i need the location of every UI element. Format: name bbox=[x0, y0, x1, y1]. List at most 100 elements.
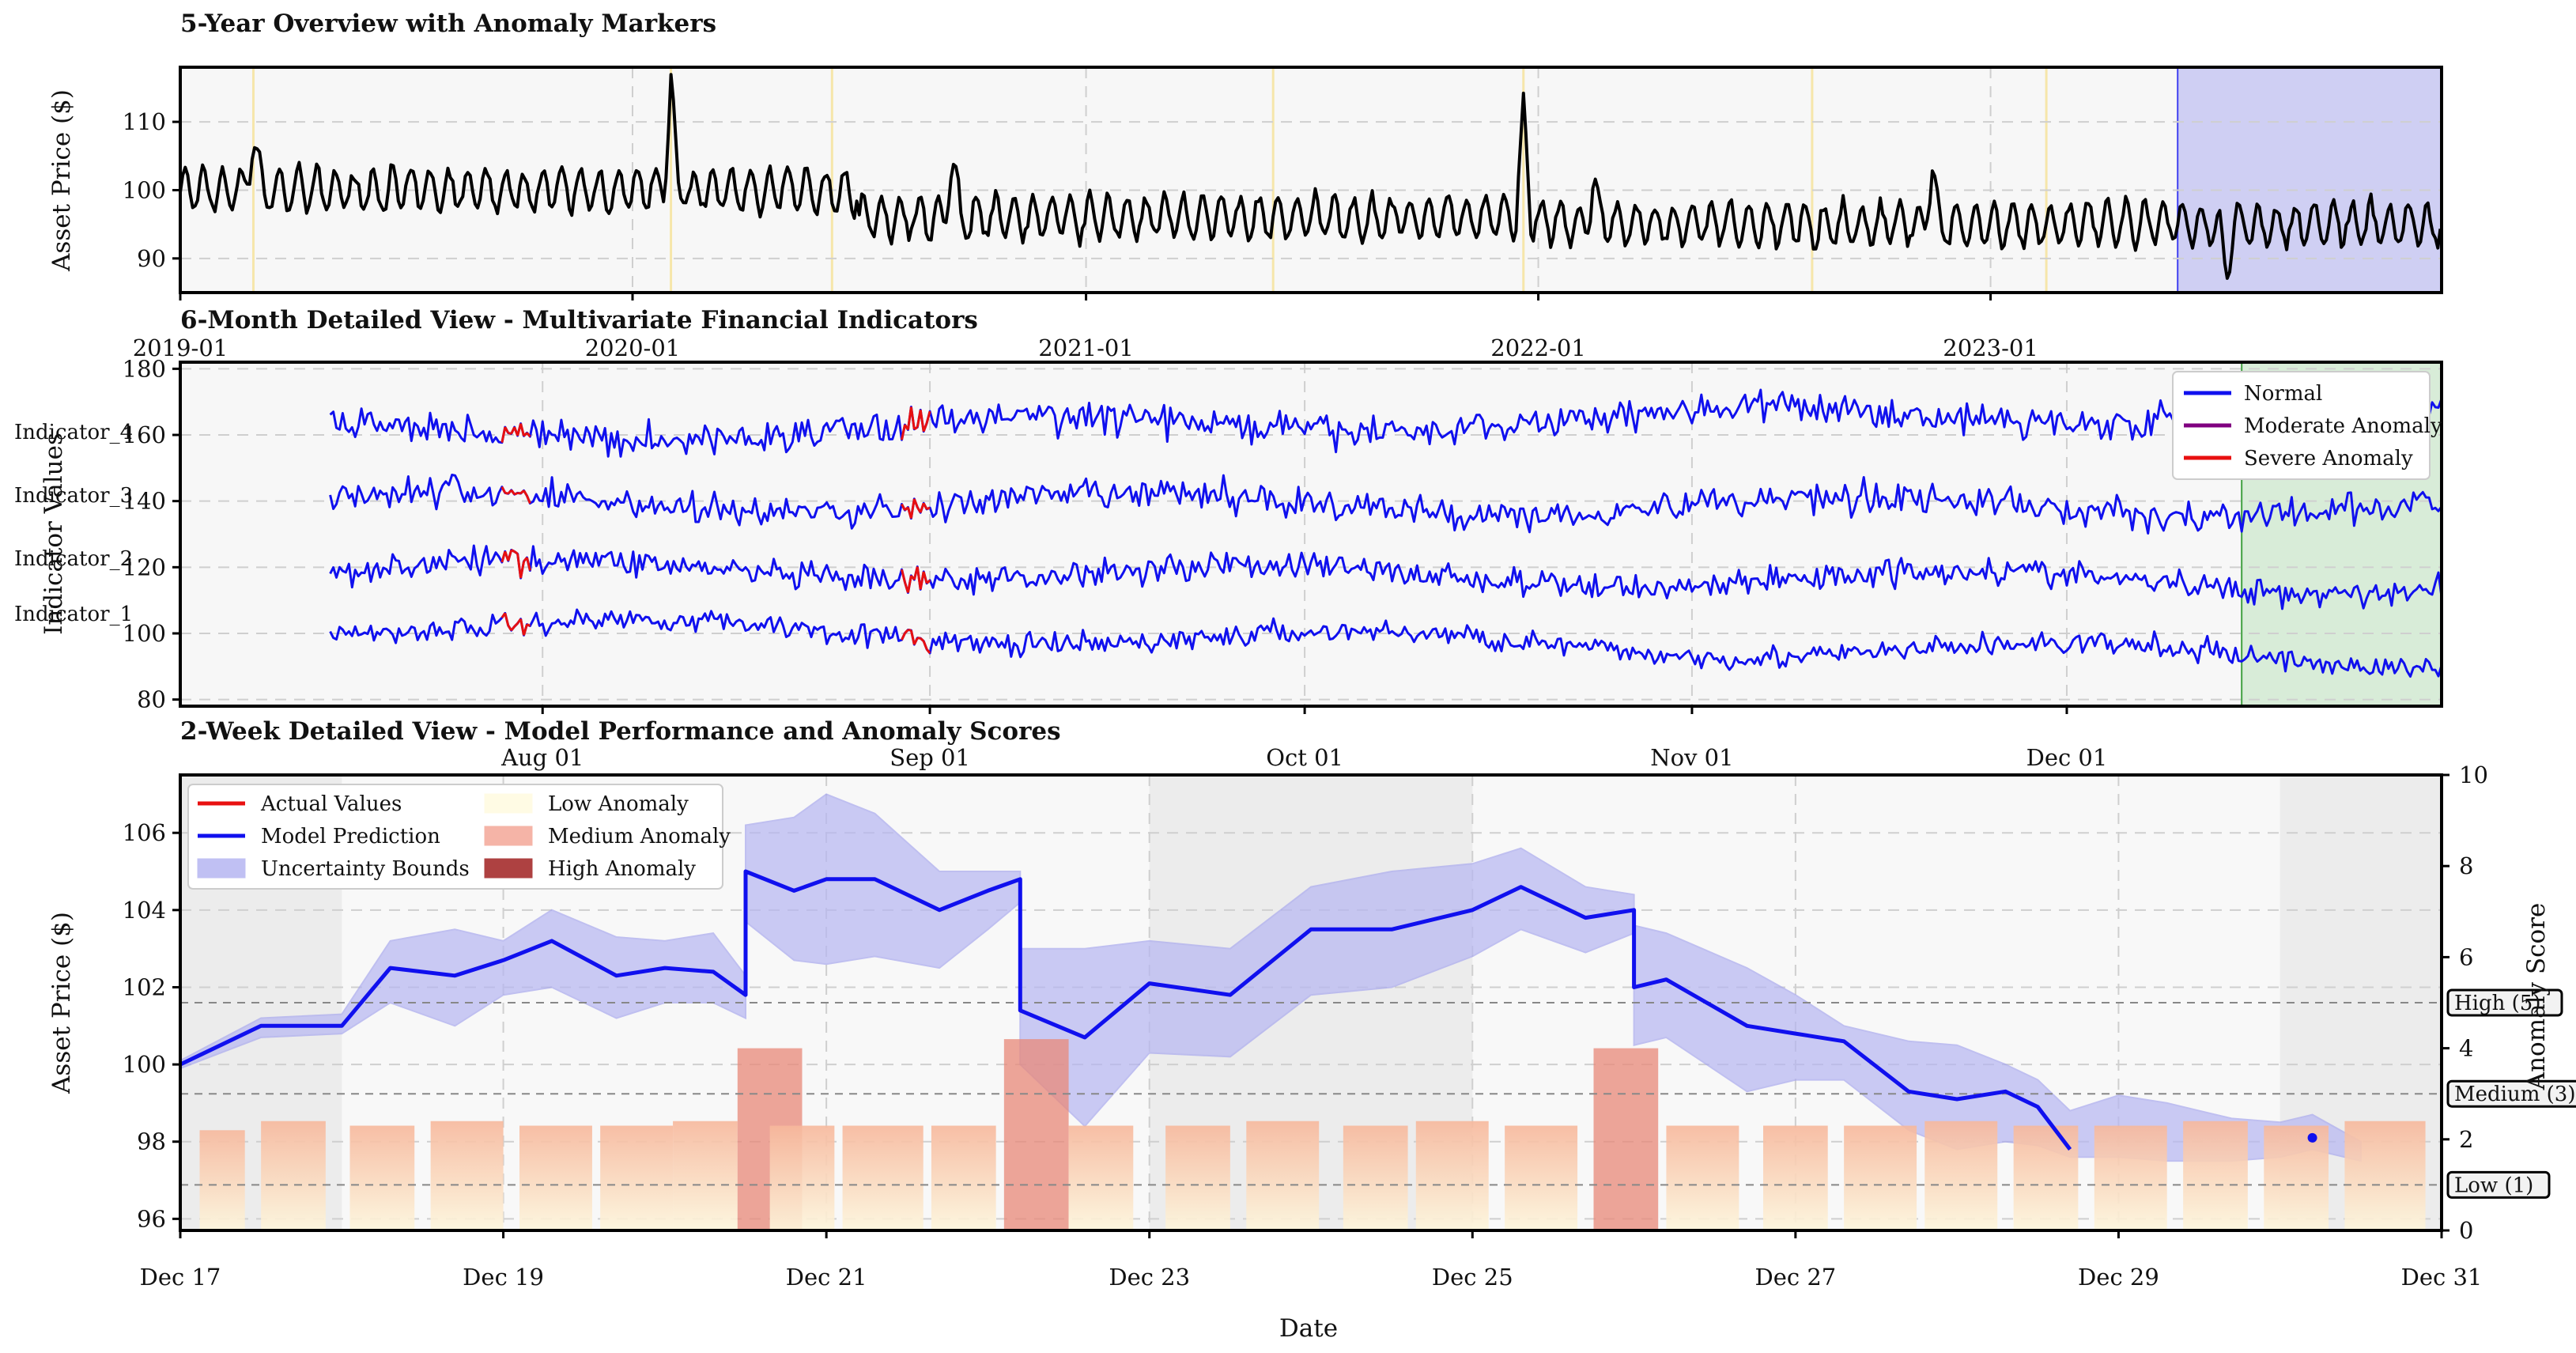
y2-tick-label: 10 bbox=[2459, 762, 2488, 788]
y-tick-label: 100 bbox=[123, 620, 166, 647]
severe-anomaly-segment bbox=[507, 550, 513, 561]
anomaly-score-bar bbox=[199, 1130, 245, 1230]
y2-tick-label: 4 bbox=[2459, 1035, 2473, 1062]
legend-label: Normal bbox=[2244, 382, 2322, 406]
x-tick-label: Dec 17 bbox=[140, 1264, 221, 1291]
indicator-series bbox=[329, 474, 2443, 535]
x-tick-label: Dec 31 bbox=[2401, 1264, 2483, 1291]
severe-anomaly-segment bbox=[908, 629, 912, 632]
y-tick-label: 160 bbox=[123, 421, 166, 448]
severe-anomaly-segment bbox=[919, 410, 925, 432]
legend-swatch bbox=[484, 793, 533, 814]
severe-anomaly-segment bbox=[901, 424, 906, 440]
anomaly-score-bar bbox=[1003, 1039, 1069, 1230]
x-tick-label: Oct 01 bbox=[1266, 744, 1343, 771]
x-tick-label: Dec 01 bbox=[2026, 744, 2108, 771]
x-tick-label: 2019-01 bbox=[133, 334, 229, 361]
y-tick-label: 104 bbox=[123, 897, 166, 924]
severe-anomaly-segment bbox=[523, 624, 528, 636]
x-tick-label: 2023-01 bbox=[1943, 334, 2038, 361]
anomaly-score-bar bbox=[600, 1125, 674, 1230]
y-tick-label: 100 bbox=[123, 1051, 166, 1078]
prediction-line bbox=[179, 869, 2072, 1151]
y-tick-label: 98 bbox=[137, 1128, 166, 1155]
price-series bbox=[179, 73, 2442, 280]
y2-axis-label: Anomaly Score bbox=[2522, 903, 2551, 1091]
anomaly-score-bar bbox=[769, 1125, 835, 1230]
anomaly-score-bar bbox=[2094, 1125, 2167, 1230]
legend-label: Severe Anomaly bbox=[2244, 447, 2413, 471]
chart-title: 2-Week Detailed View - Model Performance… bbox=[180, 717, 1061, 746]
x-tick-label: Nov 01 bbox=[1650, 744, 1733, 771]
threshold-badge bbox=[2446, 1170, 2551, 1199]
anomaly-score-bar bbox=[1415, 1121, 1489, 1230]
anomaly-score-bar bbox=[430, 1121, 504, 1230]
severe-anomaly-segment bbox=[922, 422, 928, 433]
x-tick-label: Dec 29 bbox=[2078, 1264, 2159, 1291]
chart-title: 6-Month Detailed View - Multivariate Fin… bbox=[180, 306, 978, 334]
severe-anomaly-segment bbox=[504, 426, 510, 434]
y-axis-label: Asset Price ($) bbox=[47, 89, 76, 272]
anomaly-score-bar bbox=[1505, 1125, 1578, 1230]
anomaly-score-bar bbox=[1068, 1125, 1134, 1230]
severe-anomaly-segment bbox=[508, 432, 512, 435]
severe-anomaly-segment bbox=[519, 618, 526, 636]
anomaly-score-bar bbox=[2264, 1125, 2329, 1230]
plot-background bbox=[180, 362, 2442, 706]
x-tick-label: Dec 21 bbox=[786, 1264, 867, 1291]
y-tick-label: 102 bbox=[123, 973, 166, 1000]
anomaly-score-bar bbox=[2013, 1125, 2079, 1230]
y-tick-label: 110 bbox=[123, 108, 166, 135]
x-tick-label: Aug 01 bbox=[500, 744, 584, 771]
anomaly-score-bar bbox=[1763, 1125, 1828, 1230]
x-tick-label: Dec 19 bbox=[463, 1264, 544, 1291]
indicator-series bbox=[329, 608, 2443, 678]
x-tick-label: Sep 01 bbox=[890, 744, 970, 771]
panel-indicators: 80 100 120 140 160 180 Aug 01 Sep 01 Oct 01 Nov 0… bbox=[14, 306, 2443, 771]
anomaly-score-bar bbox=[1924, 1121, 1998, 1230]
y2-tick-label: 8 bbox=[2459, 852, 2473, 879]
anomaly-score-bar bbox=[1666, 1125, 1739, 1230]
severe-anomaly-segment bbox=[912, 637, 919, 645]
anomaly-score-bar bbox=[261, 1121, 326, 1230]
x-tick-label: Dec 25 bbox=[1432, 1264, 1513, 1291]
highlight-span bbox=[2178, 67, 2442, 293]
severe-anomaly-segment bbox=[513, 622, 519, 628]
anomaly-score-bar bbox=[1343, 1125, 1408, 1230]
severe-anomaly-segment bbox=[526, 495, 531, 505]
severe-anomaly-segment bbox=[500, 486, 507, 493]
anomaly-score-bar bbox=[673, 1121, 738, 1230]
series-label: Indicator_3 bbox=[14, 484, 133, 508]
anomaly-score-bar bbox=[1246, 1121, 1320, 1230]
legend-label: Low Anomaly bbox=[548, 792, 689, 816]
y2-tick-label: 0 bbox=[2459, 1217, 2473, 1244]
indicator-series bbox=[329, 544, 2443, 610]
threshold-label: High (5) bbox=[2454, 992, 2540, 1015]
anomaly-score-bar bbox=[2344, 1121, 2426, 1230]
severe-anomaly-segment bbox=[526, 557, 531, 571]
severe-anomaly-segment bbox=[511, 549, 516, 553]
severe-anomaly-segment bbox=[926, 579, 931, 584]
x-axis-label: Date bbox=[1279, 1314, 1338, 1343]
severe-anomaly-segment bbox=[513, 550, 519, 555]
anomaly-score-bar bbox=[349, 1125, 415, 1230]
severe-anomaly-segment bbox=[922, 502, 928, 510]
severe-anomaly-segment bbox=[510, 625, 516, 632]
indicator-series bbox=[329, 386, 2443, 458]
threshold-badge bbox=[2446, 988, 2563, 1017]
threshold-badge bbox=[2446, 1079, 2576, 1108]
x-tick-label: 2022-01 bbox=[1490, 334, 1586, 361]
legend: Normal Moderate Anomaly Severe Anomaly bbox=[2172, 371, 2442, 480]
prediction-point bbox=[2307, 1132, 2317, 1143]
y-tick-label: 96 bbox=[137, 1205, 166, 1232]
y-axis-label: Asset Price ($) bbox=[47, 912, 76, 1094]
y2-tick-label: 6 bbox=[2459, 943, 2473, 970]
plot-frame bbox=[179, 361, 2443, 708]
legend: Actual Values Model Prediction Uncertainty… bbox=[187, 784, 731, 890]
threshold-label: Medium (3) bbox=[2454, 1083, 2575, 1106]
severe-anomaly-segment bbox=[926, 506, 931, 511]
severe-anomaly-segment bbox=[510, 489, 516, 496]
anomaly-score-bar bbox=[1165, 1125, 1230, 1230]
x-tick-label: 2020-01 bbox=[585, 334, 681, 361]
